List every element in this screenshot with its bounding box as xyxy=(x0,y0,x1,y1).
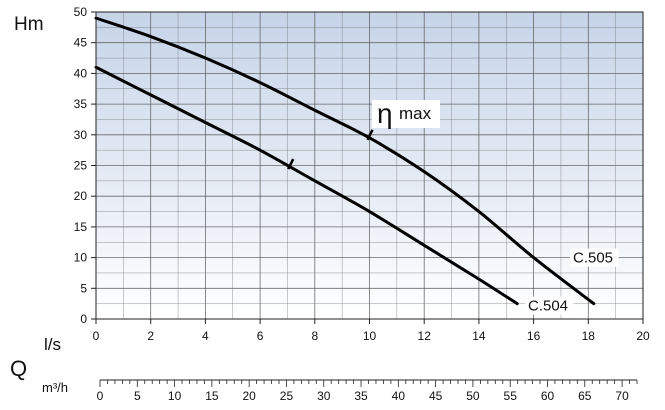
series-label-bg xyxy=(570,248,619,267)
y-tick-label: 10 xyxy=(74,251,88,265)
x-tick-label: 4 xyxy=(202,329,209,343)
secondary-tick-label: 15 xyxy=(205,389,219,403)
curve-c505 xyxy=(94,16,596,306)
x-axis-label: l/s xyxy=(44,335,61,354)
labels: C.505 C.504 xyxy=(525,248,619,315)
x-tick-label: 0 xyxy=(93,329,100,343)
x-tick-label: 14 xyxy=(472,329,486,343)
secondary-tick-label: 60 xyxy=(541,389,555,403)
eta-max-marker xyxy=(366,129,374,141)
x-tick-label: 16 xyxy=(527,329,541,343)
y-tick-label: 45 xyxy=(74,36,88,50)
eta-symbol: η xyxy=(377,98,393,129)
secondary-tick-label: 50 xyxy=(466,389,480,403)
curve-c504 xyxy=(94,65,519,306)
x-tick-label: 20 xyxy=(636,329,650,343)
secondary-tick-label: 30 xyxy=(317,389,331,403)
y-tick-label: 20 xyxy=(74,189,88,203)
eta-max-annotation-bg xyxy=(372,100,440,128)
eta-max-marker xyxy=(287,158,295,170)
secondary-tick-label: 20 xyxy=(242,389,256,403)
y-tick-label: 35 xyxy=(74,97,88,111)
grid xyxy=(95,11,644,320)
series-label-bg xyxy=(525,296,574,315)
x-tick-label: 10 xyxy=(363,329,377,343)
secondary-tick-label: 10 xyxy=(168,389,182,403)
secondary-tick-label: 55 xyxy=(504,389,518,403)
x-tick-label: 2 xyxy=(147,329,154,343)
flow-quantity-label: Q xyxy=(10,356,27,381)
y-tick-label: 0 xyxy=(80,312,87,326)
secondary-tick-label: 65 xyxy=(578,389,592,403)
series-label-c504: C.504 xyxy=(528,298,568,315)
y-tick-label: 5 xyxy=(80,281,87,295)
curves xyxy=(94,16,596,306)
eta-max-annotation: η max xyxy=(372,98,440,129)
x-tick-label: 8 xyxy=(311,329,318,343)
y-tick-label: 15 xyxy=(74,220,88,234)
secondary-axis-label: m³/h xyxy=(42,380,68,395)
x-tick-label: 12 xyxy=(418,329,432,343)
secondary-tick-label: 70 xyxy=(615,389,629,403)
axes: 0 5 10 15 20 25 30 35 40 45 50 0 2 4 6 8 10 12 14 16 18 20 0 5 1… xyxy=(74,5,650,403)
eta-max-text: max xyxy=(399,104,432,123)
x-tick-label: 18 xyxy=(582,329,596,343)
y-tick-label: 25 xyxy=(74,159,88,173)
secondary-tick-label: 0 xyxy=(97,389,104,403)
y-axis-label: Hm xyxy=(14,14,44,35)
series-label-c505: C.505 xyxy=(573,250,613,267)
secondary-tick-label: 25 xyxy=(280,389,294,403)
secondary-tick-label: 5 xyxy=(134,389,141,403)
y-tick-label: 50 xyxy=(74,5,88,19)
x-tick-label: 6 xyxy=(257,329,264,343)
y-tick-label: 30 xyxy=(74,128,88,142)
secondary-tick-label: 40 xyxy=(392,389,406,403)
y-tick-label: 40 xyxy=(74,66,88,80)
secondary-tick-label: 45 xyxy=(429,389,443,403)
secondary-tick-label: 35 xyxy=(354,389,368,403)
